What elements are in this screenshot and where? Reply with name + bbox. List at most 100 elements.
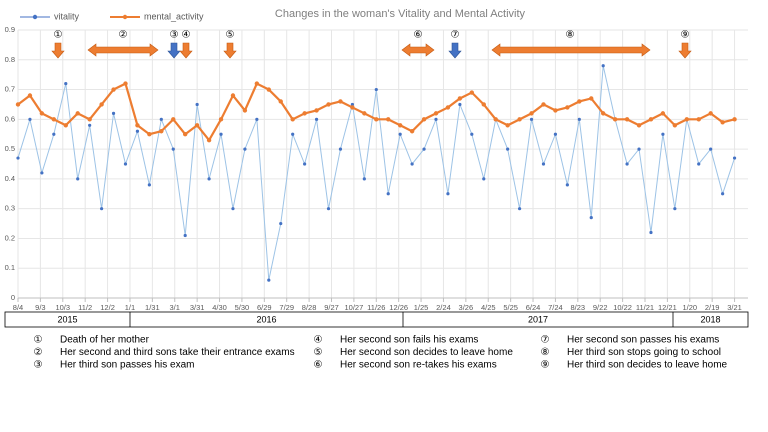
point xyxy=(242,108,248,113)
point xyxy=(16,156,20,160)
point xyxy=(541,162,546,166)
note-number: ⑥ xyxy=(314,360,323,371)
point xyxy=(350,105,355,110)
point xyxy=(457,96,463,101)
point xyxy=(123,81,128,86)
note-number: ② xyxy=(34,347,43,358)
point xyxy=(194,123,200,128)
point xyxy=(183,233,187,238)
point xyxy=(171,117,176,122)
x-tick-label: 10/27 xyxy=(344,303,363,312)
x-tick-label: 1/1 xyxy=(125,303,135,312)
double-arrow xyxy=(491,43,651,57)
point xyxy=(266,87,271,92)
x-tick-label: 4/25 xyxy=(481,303,496,312)
point xyxy=(64,82,68,86)
y-tick-label: 0.6 xyxy=(5,114,15,123)
point xyxy=(111,111,116,115)
x-tick-label: 11/2 xyxy=(78,303,92,312)
point xyxy=(87,117,92,122)
point xyxy=(601,64,605,68)
point xyxy=(409,129,415,134)
point xyxy=(254,81,260,86)
point xyxy=(709,147,713,151)
arrow xyxy=(223,42,237,59)
point xyxy=(111,87,116,92)
arrow xyxy=(678,42,692,59)
point xyxy=(88,123,92,127)
x-tick-label: 12/2 xyxy=(100,303,115,312)
point xyxy=(732,156,737,160)
point xyxy=(565,105,570,110)
point xyxy=(182,132,188,137)
note-number: ③ xyxy=(34,360,43,371)
point xyxy=(195,102,199,107)
x-tick-label: 6/24 xyxy=(526,303,541,312)
point xyxy=(40,171,44,175)
x-tick-label: 5/25 xyxy=(503,303,518,312)
note-text: Her second son re-takes his exams xyxy=(340,360,497,371)
annotation-label: ⑤ xyxy=(226,30,235,41)
point xyxy=(326,207,331,211)
note-number: ④ xyxy=(314,335,323,346)
point xyxy=(721,192,725,196)
legend-marker xyxy=(122,14,128,20)
x-tick-label: 5/30 xyxy=(235,303,250,312)
x-tick-label: 2/24 xyxy=(436,303,451,312)
note-text: Her third son decides to leave home xyxy=(567,360,728,371)
x-tick-label: 9/27 xyxy=(324,303,339,312)
point xyxy=(517,117,522,122)
point xyxy=(338,99,343,104)
point xyxy=(612,117,618,122)
x-tick-label: 10/3 xyxy=(55,303,70,312)
note-number: ① xyxy=(34,335,43,346)
point xyxy=(446,192,450,196)
point xyxy=(732,117,737,122)
point xyxy=(39,111,45,116)
point xyxy=(565,183,569,187)
x-tick-label: 12/26 xyxy=(389,303,408,312)
point xyxy=(648,117,654,122)
year-label: 2015 xyxy=(57,314,77,324)
point xyxy=(278,99,283,104)
note-text: Her second son decides to leave home xyxy=(340,347,513,358)
chart-title: Changes in the woman's Vitality and Ment… xyxy=(275,8,526,20)
point xyxy=(696,117,701,122)
note-text: Her third son stops going to school xyxy=(567,347,721,358)
x-tick-label: 2/19 xyxy=(705,303,720,312)
point xyxy=(386,192,390,196)
x-tick-label: 3/31 xyxy=(190,303,205,312)
y-tick-label: 0.7 xyxy=(5,85,15,94)
y-tick-label: 0.4 xyxy=(5,174,15,183)
point xyxy=(28,117,32,121)
point xyxy=(505,123,510,128)
point xyxy=(147,132,152,137)
point xyxy=(135,123,140,128)
x-tick-label: 12/21 xyxy=(658,303,677,312)
point xyxy=(326,102,331,107)
point xyxy=(207,177,211,181)
point xyxy=(433,111,439,116)
x-tick-label: 7/29 xyxy=(279,303,294,312)
point xyxy=(673,207,677,211)
arrow xyxy=(167,42,181,59)
point xyxy=(398,132,402,136)
point xyxy=(445,105,451,110)
point xyxy=(637,147,641,151)
point xyxy=(386,117,391,122)
x-tick-label: 3/1 xyxy=(170,303,180,312)
point xyxy=(636,123,642,128)
annotation-label: ⑦ xyxy=(451,30,460,41)
x-tick-label: 1/25 xyxy=(414,303,429,312)
point xyxy=(314,108,319,113)
point xyxy=(302,111,307,116)
point xyxy=(52,132,56,136)
point xyxy=(577,117,581,121)
point xyxy=(410,162,414,166)
point xyxy=(338,147,343,151)
annotation-label: ⑧ xyxy=(566,30,575,41)
legend-label: vitality xyxy=(54,11,80,21)
point xyxy=(529,111,534,116)
y-tick-label: 0.9 xyxy=(5,25,15,34)
double-arrow xyxy=(87,43,159,57)
